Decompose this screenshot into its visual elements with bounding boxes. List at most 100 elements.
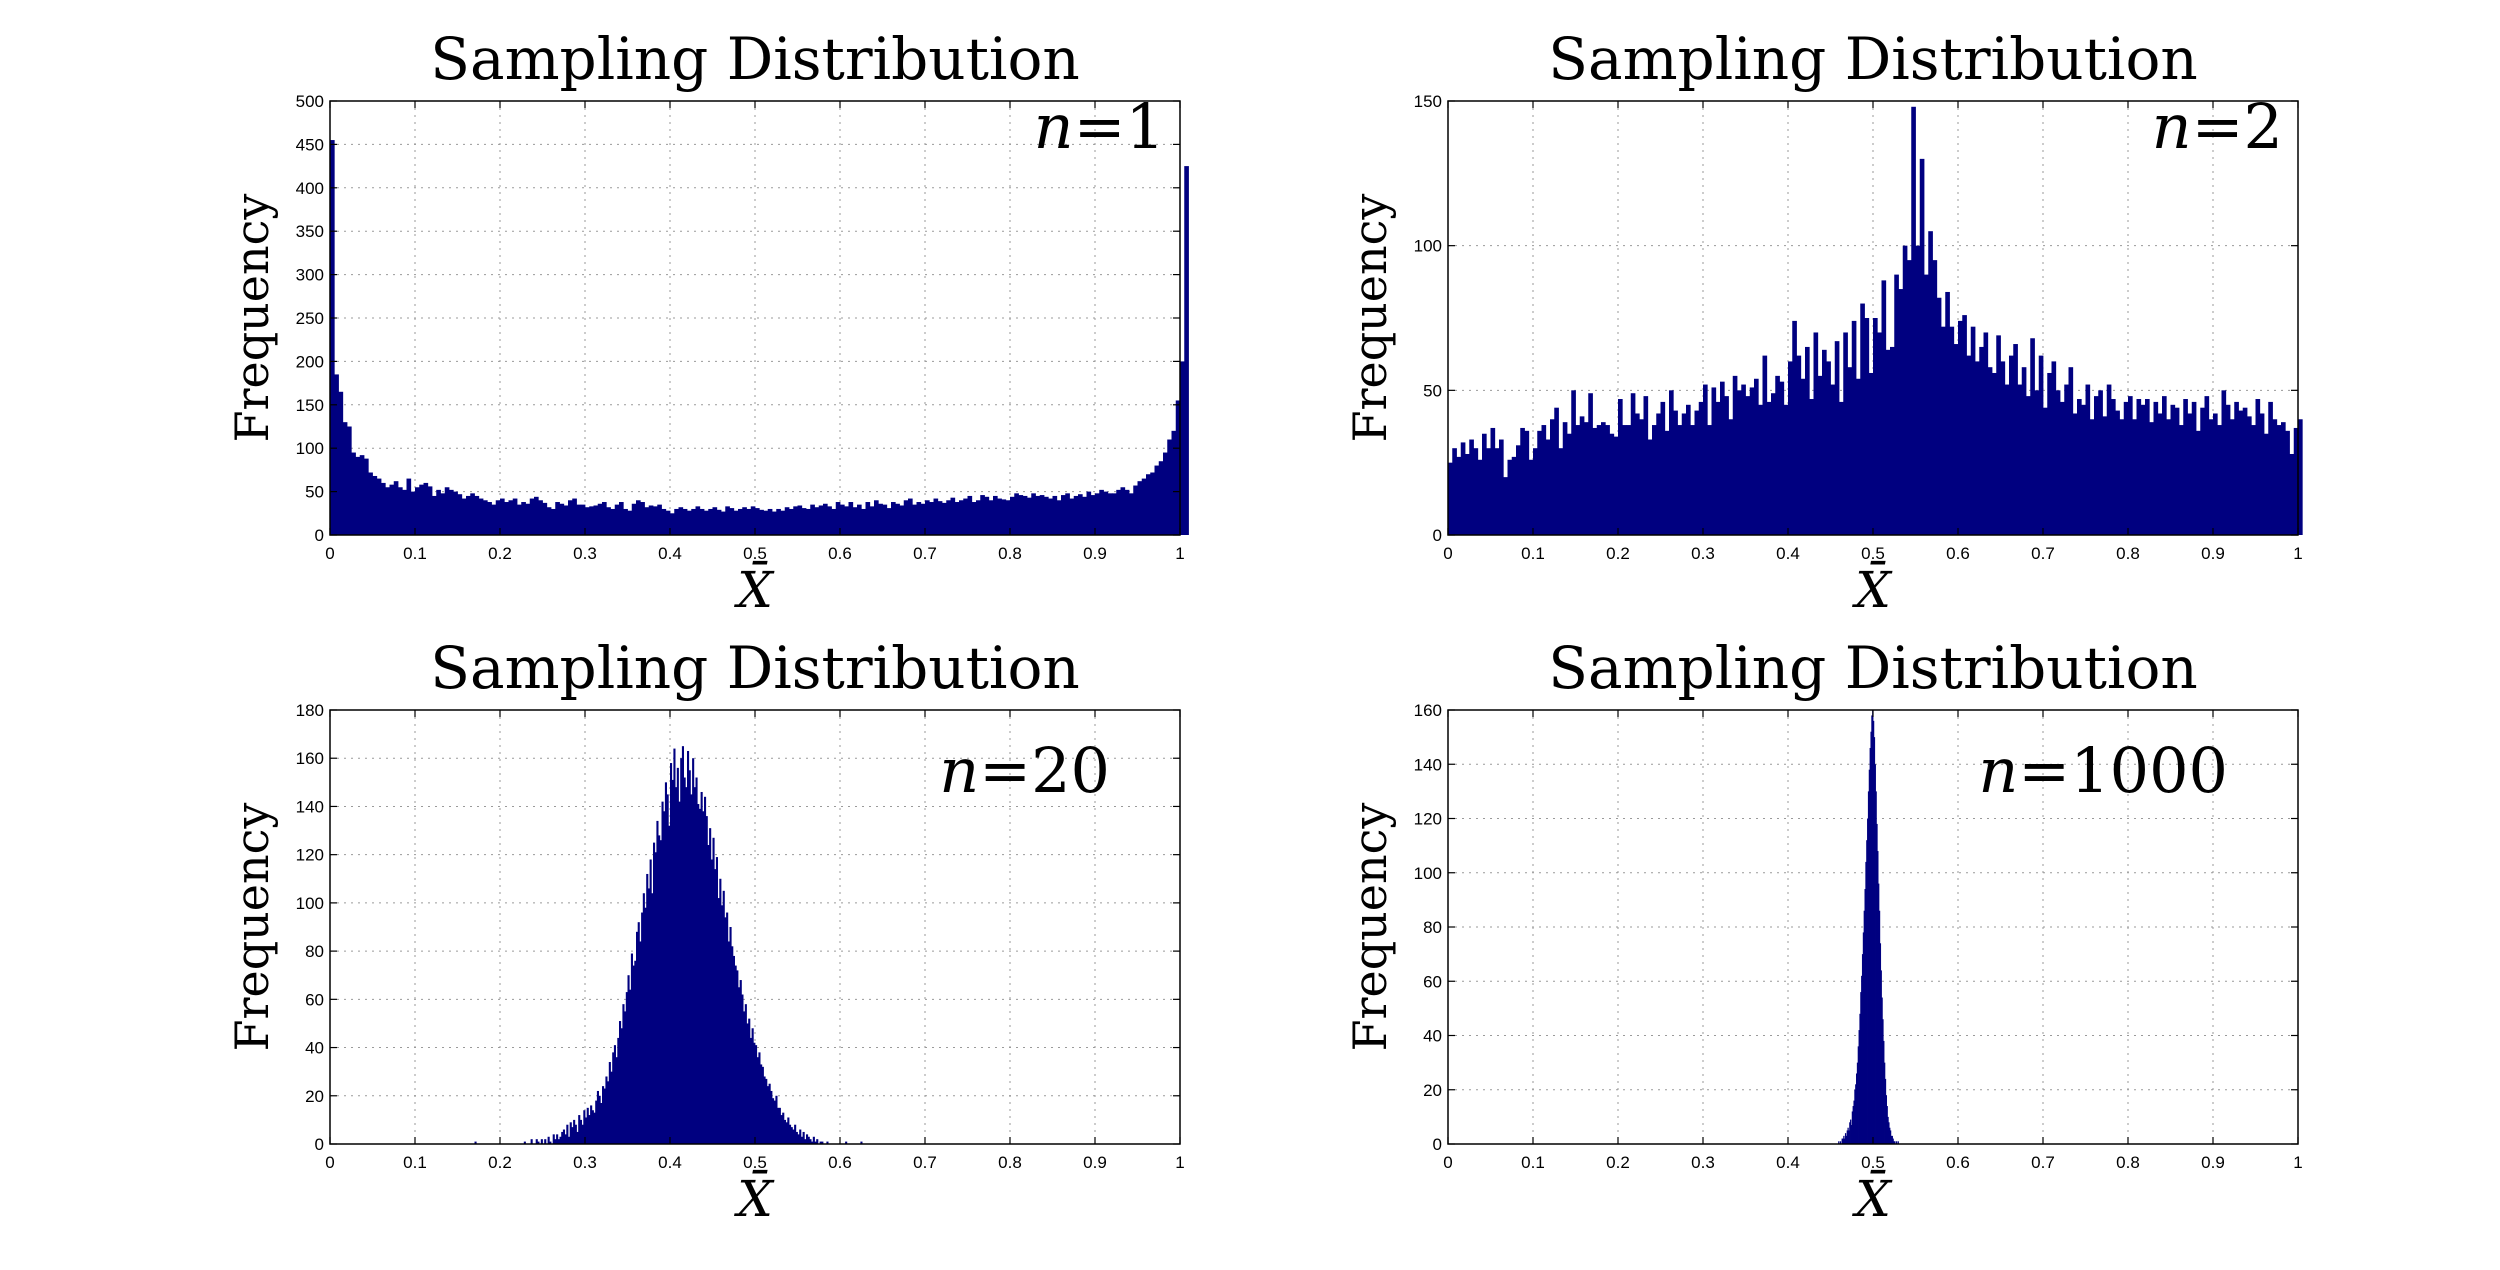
histogram-bar	[1987, 367, 1993, 535]
histogram-bar	[1847, 367, 1853, 535]
histogram-bar	[419, 484, 424, 535]
histogram-bar	[2230, 419, 2235, 535]
histogram-bar	[1771, 393, 1776, 535]
y-tick-label: 20	[305, 1087, 324, 1106]
histogram-bar	[2136, 399, 2142, 535]
histogram-bar	[2140, 404, 2146, 535]
histogram-bar	[840, 504, 845, 535]
histogram-bar	[1630, 393, 1636, 535]
histogram-bar	[2077, 399, 2082, 535]
histogram-bar	[1966, 355, 1972, 535]
histogram-bar	[576, 1131, 579, 1144]
histogram-bar	[760, 1064, 763, 1144]
histogram-bar	[1741, 384, 1746, 535]
y-tick-label: 350	[296, 222, 324, 241]
histogram-bar	[1856, 378, 1861, 535]
histogram-bar	[751, 1028, 754, 1144]
x-tick-label: 0.7	[2031, 544, 2055, 563]
x-tick-label: 1	[2293, 1153, 2302, 1172]
histogram-bar	[1902, 245, 1908, 535]
histogram-bar	[1876, 823, 1878, 1144]
histogram-bar	[607, 1081, 610, 1144]
histogram-bar	[1537, 430, 1542, 535]
histogram-bar	[602, 1086, 605, 1144]
chart-title: Sampling Distribution	[430, 634, 1079, 702]
histogram-bar	[1888, 1122, 1890, 1144]
histogram-bar	[1894, 274, 1899, 535]
histogram-bar	[598, 1095, 601, 1144]
histogram-bar	[676, 767, 679, 1144]
histogram-bar	[1643, 396, 1649, 535]
histogram-bar	[1877, 851, 1879, 1144]
histogram-bar	[385, 487, 390, 535]
histogram-bar	[364, 458, 369, 535]
histogram-bar	[857, 504, 862, 535]
histogram-bar	[1849, 1122, 1851, 1144]
histogram-bar	[1872, 710, 1874, 1144]
histogram-bar	[580, 504, 586, 535]
histogram-bar	[646, 873, 649, 1144]
x-tick-label: 0.2	[1606, 544, 1630, 563]
histogram-bar	[1924, 274, 1929, 535]
y-tick-label: 140	[296, 797, 324, 816]
histogram-bar	[665, 510, 671, 535]
histogram-bar	[683, 777, 686, 1144]
histogram-bar	[1851, 320, 1857, 535]
histogram-bar	[2259, 413, 2265, 535]
histogram-bar	[639, 941, 642, 1144]
histogram-bar	[440, 493, 446, 535]
y-tick-label: 400	[296, 179, 324, 198]
histogram-bar	[1884, 1078, 1887, 1144]
histogram-bar	[1664, 430, 1670, 535]
histogram-bar	[608, 1062, 611, 1144]
histogram-bar	[627, 510, 633, 535]
histogram-bar	[809, 1139, 812, 1144]
histogram-bar	[372, 475, 378, 535]
histogram-bar	[1460, 442, 1466, 535]
x-tick-label: 0.9	[1083, 1153, 1107, 1172]
histogram-bar	[1146, 474, 1151, 535]
histogram-bar	[980, 495, 985, 535]
histogram-bar	[852, 507, 858, 535]
histogram-bar	[1975, 361, 1980, 535]
histogram-bar	[637, 922, 640, 1144]
histogram-bar	[1639, 419, 1644, 535]
histogram-bar	[861, 508, 866, 535]
histogram-bar	[1855, 1084, 1857, 1144]
sample-size-annotation: n=1	[1034, 90, 1165, 163]
histogram-bar	[2153, 401, 2159, 535]
histogram-bar	[1703, 384, 1708, 535]
histogram-bar	[644, 507, 650, 535]
x-tick-label: 0.5	[1861, 544, 1885, 563]
histogram-bar	[1852, 1106, 1854, 1144]
histogram-bar	[596, 1090, 599, 1144]
histogram-bar	[1919, 158, 1925, 535]
histogram-bar	[749, 1037, 752, 1144]
y-tick-label: 100	[1414, 237, 1442, 256]
ticks: 0 0.1 0.2 0.3 0.4 0.5 0.6 0.7 0.8 0.9 1 0 50 100 150	[1414, 92, 2303, 563]
histogram-bar	[2200, 407, 2205, 535]
histogram-bar	[741, 994, 744, 1144]
histogram-bar	[782, 1112, 785, 1144]
histogram-bar	[644, 907, 647, 1144]
x-tick-label: 0.4	[658, 544, 682, 563]
histogram-bar	[2213, 413, 2218, 535]
histogram-bar	[746, 1023, 749, 1144]
histogram-bar	[2187, 413, 2193, 535]
histogram-bar	[1869, 747, 1871, 1144]
histogram-bar	[812, 1136, 815, 1144]
histogram-bar	[789, 508, 794, 535]
histogram-bar	[571, 1127, 574, 1144]
histogram-bar	[2276, 425, 2282, 535]
histogram-bar	[1107, 493, 1113, 535]
histogram-bar	[780, 510, 786, 535]
x-axis-label: X̄	[1851, 1169, 1893, 1228]
histogram-bar	[554, 1139, 557, 1144]
histogram-bar	[1851, 1111, 1853, 1144]
histogram-bar	[767, 508, 773, 535]
histogram-bar	[579, 1119, 582, 1144]
annotation-variable: n	[1034, 90, 1074, 163]
histogram-bar	[2208, 419, 2214, 535]
histogram-bar	[688, 770, 691, 1144]
histogram-bar	[1886, 1106, 1888, 1144]
